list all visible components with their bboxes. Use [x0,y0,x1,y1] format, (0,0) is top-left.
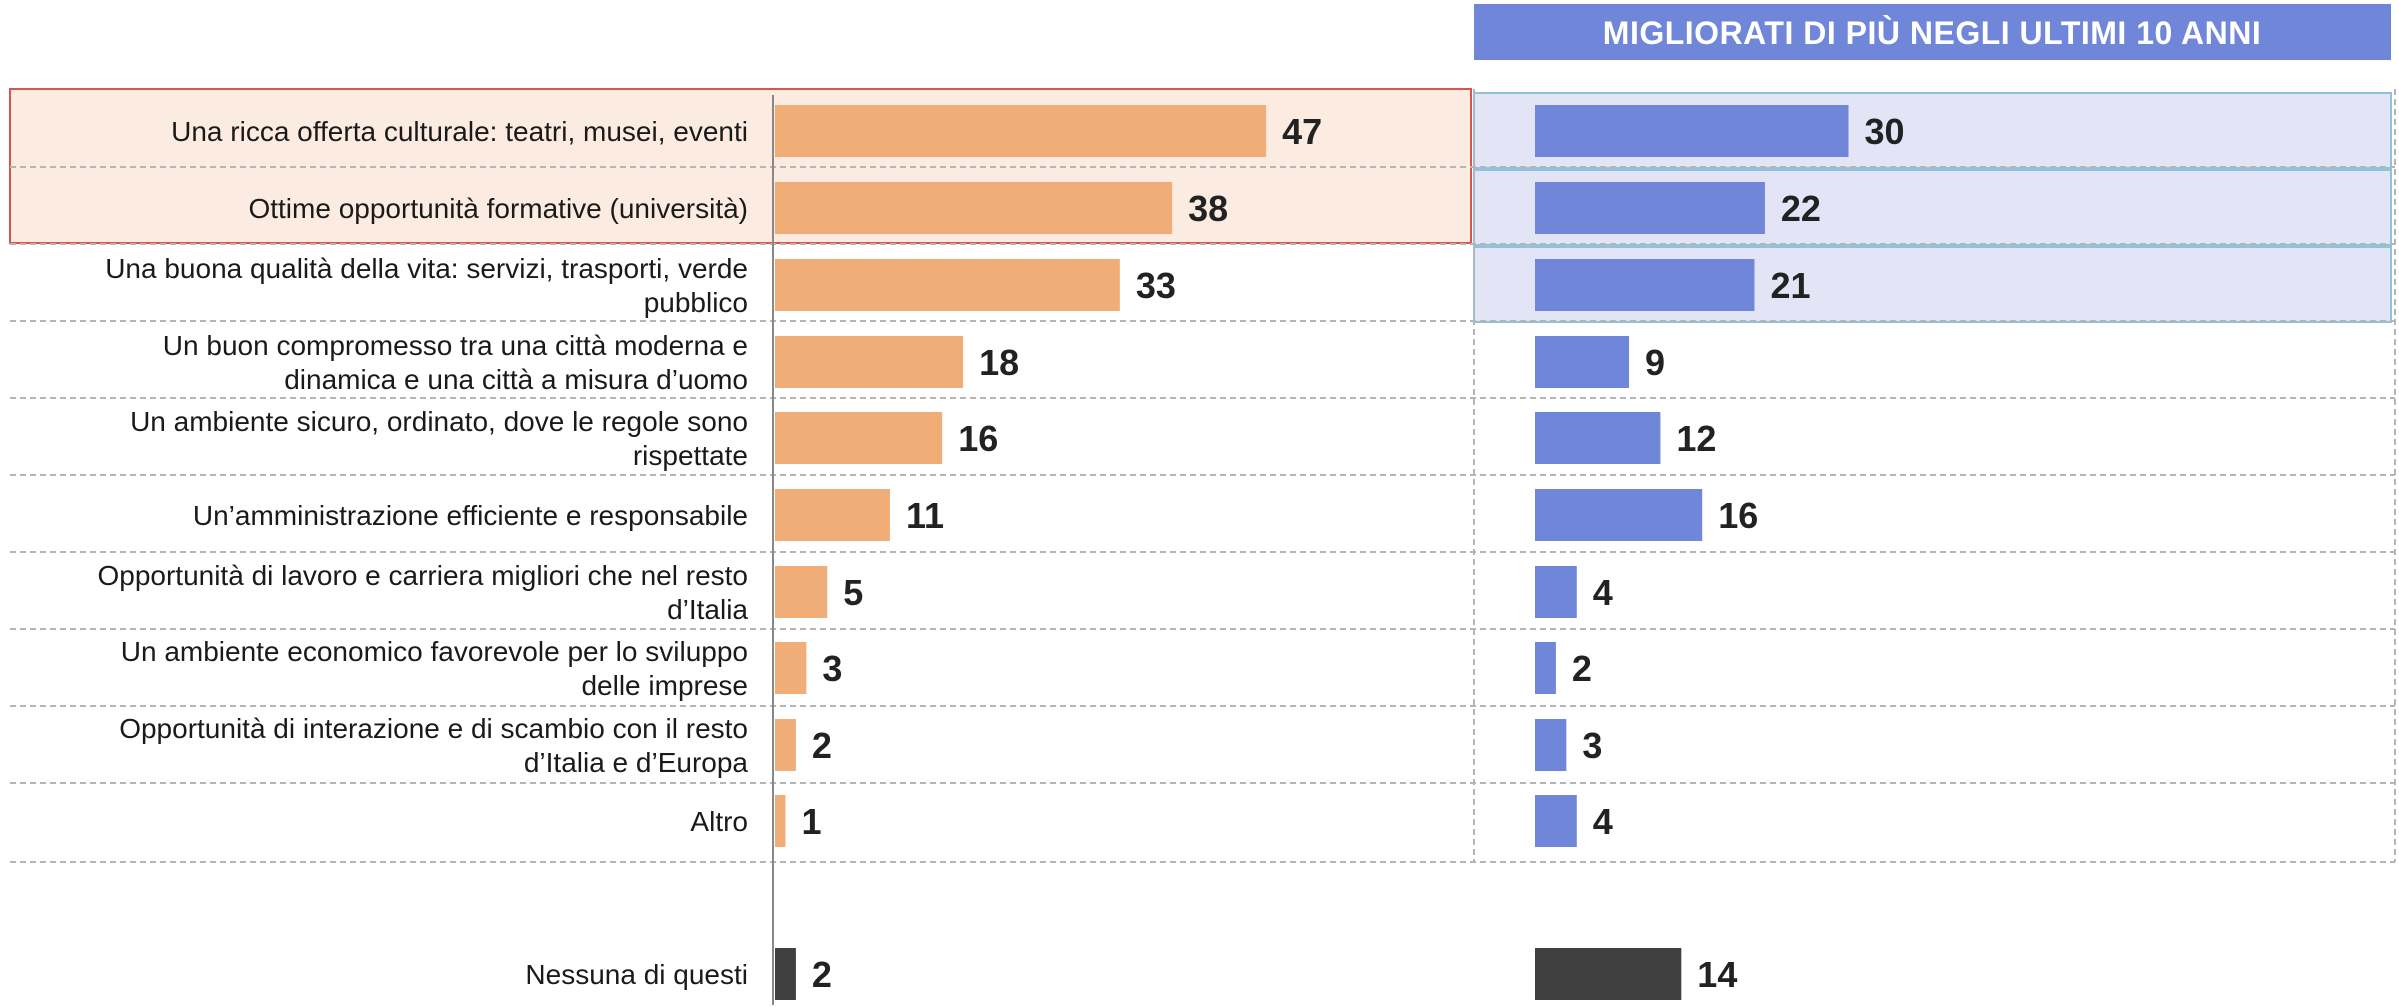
right-bar [1535,948,1682,1000]
right-bar [1535,489,1703,541]
left-bar [775,489,890,541]
category-label-line: Una buona qualità della vita: servizi, t… [105,253,748,284]
category-label-line: Ottime opportunità formative (università… [248,193,748,224]
category-label-line: delle imprese [581,670,748,701]
category-label: Ottime opportunità formative (università… [248,193,748,224]
right-bar [1535,795,1577,847]
left-value-label: 11 [906,495,944,536]
right-value-label: 9 [1645,342,1665,383]
left-value-label: 18 [979,342,1019,383]
right-value-label: 16 [1718,495,1758,536]
left-value-label: 3 [822,648,842,689]
category-label: Un’amministrazione efficiente e responsa… [193,500,748,531]
category-label-line: Un ambiente sicuro, ordinato, dove le re… [130,406,748,437]
category-label-line: Opportunità di lavoro e carriera miglior… [97,560,748,591]
row-separators [10,89,2396,1005]
left-bar [775,948,796,1000]
category-labels: Una ricca offerta culturale: teatri, mus… [97,116,748,990]
right-bar [1535,642,1556,694]
left-bar [775,795,786,847]
category-label-line: Un’amministrazione efficiente e responsa… [193,500,748,531]
right-value-label: 12 [1676,418,1716,459]
right-bar [1535,336,1630,388]
category-label: Una ricca offerta culturale: teatri, mus… [171,116,748,147]
category-label: Una buona qualità della vita: servizi, t… [105,253,748,318]
category-label: Un ambiente sicuro, ordinato, dove le re… [130,406,748,471]
right-bar [1535,259,1755,311]
left-value-label: 2 [812,725,832,766]
category-label-line: dinamica e una città a misura d’uomo [284,364,748,395]
right-value-label: 30 [1865,111,1905,152]
category-label: Opportunità di interazione e di scambio … [119,713,748,778]
right-value-label: 2 [1572,648,1592,689]
category-label-line: Un buon compromesso tra una città modern… [163,330,748,361]
right-value-label: 4 [1593,801,1613,842]
left-bar [775,566,828,618]
category-label-line: d’Italia [667,594,748,625]
left-series-bars: 47 38 33 18 16 11 53 2 1 2 [775,105,1322,1000]
left-bar [775,105,1267,157]
right-panel-header: MIGLIORATI DI PIÙ NEGLI ULTIMI 10 ANNI [1474,4,2391,60]
left-value-label: 5 [843,572,863,613]
left-value-label: 33 [1136,265,1176,306]
left-value-label: 16 [958,418,998,459]
left-value-label: 47 [1282,111,1322,152]
left-value-label: 38 [1188,188,1228,229]
category-label: Un buon compromesso tra una città modern… [163,330,748,395]
category-label-line: Opportunità di interazione e di scambio … [119,713,748,744]
right-bar [1535,719,1567,771]
right-bar [1535,182,1765,234]
category-label-line: rispettate [633,440,748,471]
category-label: Opportunità di lavoro e carriera miglior… [97,560,748,625]
right-bar [1535,105,1849,157]
right-value-label: 4 [1593,572,1613,613]
right-value-label: 21 [1770,265,1810,306]
left-bar [775,719,796,771]
category-label-line: Un ambiente economico favorevole per lo … [121,636,748,667]
right-value-label: 3 [1582,725,1602,766]
category-label-line: d’Italia e d’Europa [524,747,749,778]
category-label-line: pubblico [644,287,748,318]
category-label: Nessuna di questi [525,959,748,990]
right-value-label: 22 [1781,188,1821,229]
left-bar [775,412,943,464]
left-bar [775,259,1120,311]
category-label-line: Nessuna di questi [525,959,748,990]
category-label-line: Altro [690,806,748,837]
category-label-line: Una ricca offerta culturale: teatri, mus… [171,116,748,147]
category-label: Un ambiente economico favorevole per lo … [121,636,748,701]
header-title: MIGLIORATI DI PIÙ NEGLI ULTIMI 10 ANNI [1603,15,2261,51]
left-bar [775,182,1173,234]
left-value-label: 2 [812,954,832,995]
left-value-label: 1 [801,801,821,842]
right-bar [1535,412,1661,464]
right-value-label: 14 [1697,954,1737,995]
right-bar [1535,566,1577,618]
header-band [1474,4,2391,60]
category-label: Altro [690,806,748,837]
left-bar [775,642,807,694]
left-bar [775,336,964,388]
